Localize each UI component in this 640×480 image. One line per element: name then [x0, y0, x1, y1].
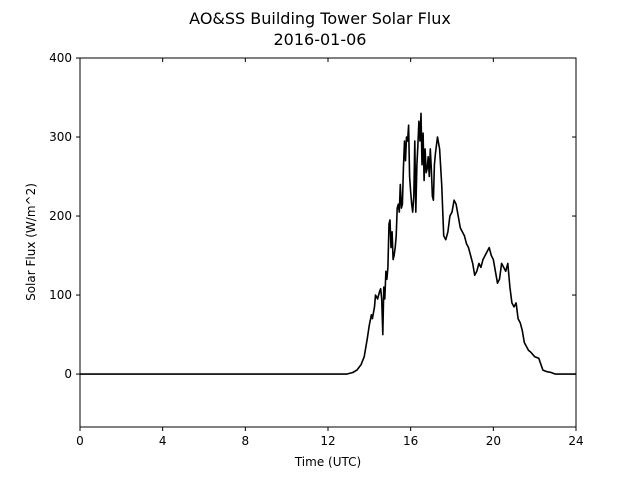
y-tick-label: 300 [49, 130, 72, 144]
x-tick-label: 8 [242, 434, 250, 448]
y-tick-label: 400 [49, 51, 72, 65]
y-tick-label: 0 [64, 367, 72, 381]
chart-title: AO&SS Building Tower Solar Flux [189, 9, 451, 28]
y-axis-label: Solar Flux (W/m^2) [24, 183, 38, 301]
chart-subtitle: 2016-01-06 [274, 30, 367, 49]
plot-frame [79, 57, 577, 428]
y-axis-ticks: 0 100 200 300 400 [49, 51, 576, 381]
x-tick-label: 4 [159, 434, 167, 448]
x-tick-label: 12 [320, 434, 335, 448]
solar-flux-series-line [80, 112, 576, 375]
x-axis-label: Time (UTC) [294, 455, 361, 469]
x-tick-label: 0 [76, 434, 84, 448]
y-tick-label: 200 [49, 209, 72, 223]
x-tick-label: 24 [568, 434, 583, 448]
x-tick-label: 16 [403, 434, 418, 448]
x-axis-ticks: 0 4 8 12 16 20 24 [76, 58, 584, 448]
y-tick-label: 100 [49, 288, 72, 302]
x-tick-label: 20 [486, 434, 501, 448]
